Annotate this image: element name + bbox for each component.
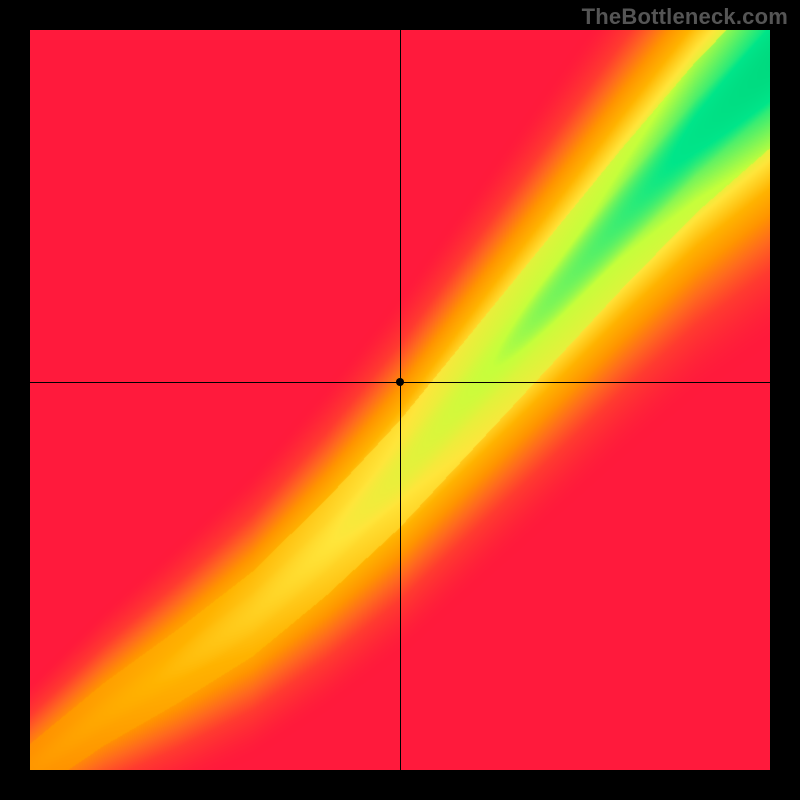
crosshair-vertical xyxy=(400,30,401,770)
marker-dot xyxy=(396,378,404,386)
watermark-text: TheBottleneck.com xyxy=(582,4,788,30)
chart-container: TheBottleneck.com xyxy=(0,0,800,800)
